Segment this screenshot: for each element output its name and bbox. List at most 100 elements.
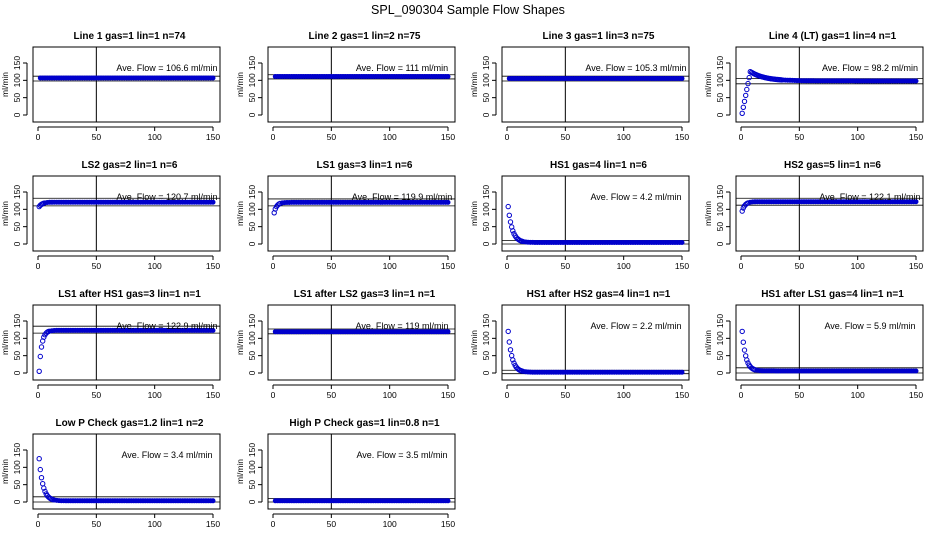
x-tick-label: 100	[383, 132, 397, 142]
x-tick-label: 50	[92, 132, 102, 142]
data-point	[679, 369, 685, 375]
y-tick-label: 100	[247, 331, 257, 345]
y-tick-label: 50	[247, 480, 257, 490]
data-point	[745, 80, 751, 87]
x-tick-label: 150	[675, 390, 689, 400]
data-point	[210, 199, 216, 205]
panel-title: LS2 gas=2 lin=1 n=6	[82, 160, 178, 171]
data-point	[445, 74, 451, 79]
x-tick-label: 0	[739, 390, 744, 400]
average-flow-annotation: Ave. Flow = 3.4 ml/min	[121, 450, 212, 460]
y-tick-label: 50	[12, 351, 22, 361]
panel-title: HS1 after LS1 gas=4 lin=1 n=1	[761, 289, 904, 300]
y-tick-label: 100	[481, 202, 491, 216]
data-point	[739, 208, 745, 214]
x-tick-label: 150	[441, 519, 455, 529]
data-point	[41, 485, 47, 491]
data-point	[679, 240, 685, 245]
x-tick-label: 0	[271, 390, 276, 400]
x-tick-label: 50	[92, 261, 102, 271]
panel-title: Line 4 (LT) gas=1 lin=4 n=1	[769, 31, 897, 42]
average-flow-annotation: Ave. Flow = 120.7 ml/min	[116, 192, 217, 202]
y-tick-label: 150	[715, 185, 725, 199]
y-tick-label: 0	[12, 370, 22, 375]
data-point	[505, 203, 511, 210]
chart-panel: High P Check gas=1 lin=0.8 n=1050100150m…	[235, 418, 456, 529]
series-points	[272, 498, 451, 504]
data-point	[445, 199, 451, 205]
series-points	[506, 76, 685, 81]
plot-frame	[267, 433, 456, 510]
panel-title: HS1 after HS2 gas=4 lin=1 n=1	[527, 289, 671, 300]
x-tick-label: 50	[561, 261, 571, 271]
x-tick-label: 0	[739, 132, 744, 142]
x-tick-label: 150	[909, 390, 923, 400]
data-point	[510, 357, 516, 363]
series-points	[36, 199, 216, 210]
x-tick-label: 100	[148, 519, 162, 529]
x-tick-label: 50	[561, 390, 571, 400]
average-flow-annotation: Ave. Flow = 122.9 ml/min	[116, 321, 217, 331]
x-tick-label: 150	[675, 261, 689, 271]
y-tick-label: 0	[247, 370, 257, 375]
x-tick-label: 0	[271, 519, 276, 529]
y-tick-label: 100	[715, 202, 725, 216]
data-point	[506, 212, 512, 219]
x-tick-label: 100	[617, 132, 631, 142]
data-point	[739, 110, 745, 117]
x-tick-label: 50	[327, 132, 337, 142]
panel-title: LS1 after LS2 gas=3 lin=1 n=1	[294, 289, 436, 300]
y-tick-label: 0	[481, 112, 491, 117]
y-tick-label: 50	[247, 222, 257, 232]
y-tick-label: 0	[715, 370, 725, 375]
data-point	[741, 98, 748, 105]
average-flow-annotation: Ave. Flow = 98.2 ml/min	[822, 63, 918, 73]
x-tick-label: 50	[327, 390, 337, 400]
x-tick-label: 50	[92, 390, 102, 400]
y-axis-label: ml/min	[235, 330, 245, 355]
y-tick-label: 150	[12, 443, 22, 457]
data-point	[679, 76, 685, 81]
x-tick-label: 100	[383, 261, 397, 271]
plot-frame	[735, 304, 924, 381]
data-point	[210, 75, 216, 81]
x-tick-label: 150	[206, 132, 220, 142]
data-point	[913, 368, 919, 374]
x-tick-label: 0	[36, 519, 41, 529]
series-points	[505, 203, 685, 245]
x-tick-label: 50	[561, 132, 571, 142]
y-tick-label: 150	[247, 185, 257, 199]
panel-title: Line 1 gas=1 lin=1 n=74	[73, 31, 185, 42]
data-point	[37, 466, 43, 473]
y-axis-label: ml/min	[469, 330, 479, 355]
figure-title: SPL_090304 Sample Flow Shapes	[371, 3, 565, 17]
x-tick-label: 100	[851, 390, 865, 400]
x-tick-label: 0	[271, 132, 276, 142]
y-tick-label: 50	[247, 351, 257, 361]
chart-panel: HS1 after HS2 gas=4 lin=1 n=1050100150ml…	[469, 289, 690, 400]
data-point	[740, 339, 746, 345]
x-tick-label: 0	[271, 261, 276, 271]
average-flow-annotation: Ave. Flow = 5.9 ml/min	[824, 321, 915, 331]
y-tick-label: 150	[481, 314, 491, 328]
chart-panel: HS1 after LS1 gas=4 lin=1 n=1050100150ml…	[703, 289, 924, 400]
y-tick-label: 100	[481, 73, 491, 87]
data-point	[510, 228, 516, 234]
y-axis-label: ml/min	[703, 72, 713, 97]
x-tick-label: 0	[739, 261, 744, 271]
data-point	[210, 498, 216, 504]
series-points	[271, 199, 451, 216]
chart-panel: Line 4 (LT) gas=1 lin=4 n=1050100150ml/m…	[703, 31, 924, 142]
x-tick-label: 50	[795, 390, 805, 400]
y-axis-label: ml/min	[0, 201, 10, 226]
average-flow-annotation: Ave. Flow = 111 ml/min	[356, 63, 448, 73]
y-axis-label: ml/min	[0, 72, 10, 97]
y-tick-label: 150	[12, 314, 22, 328]
data-point	[744, 357, 750, 363]
data-point	[509, 352, 515, 359]
series-points	[739, 69, 919, 117]
panel-title: HS2 gas=5 lin=1 n=6	[784, 160, 881, 171]
y-axis-label: ml/min	[0, 459, 10, 484]
